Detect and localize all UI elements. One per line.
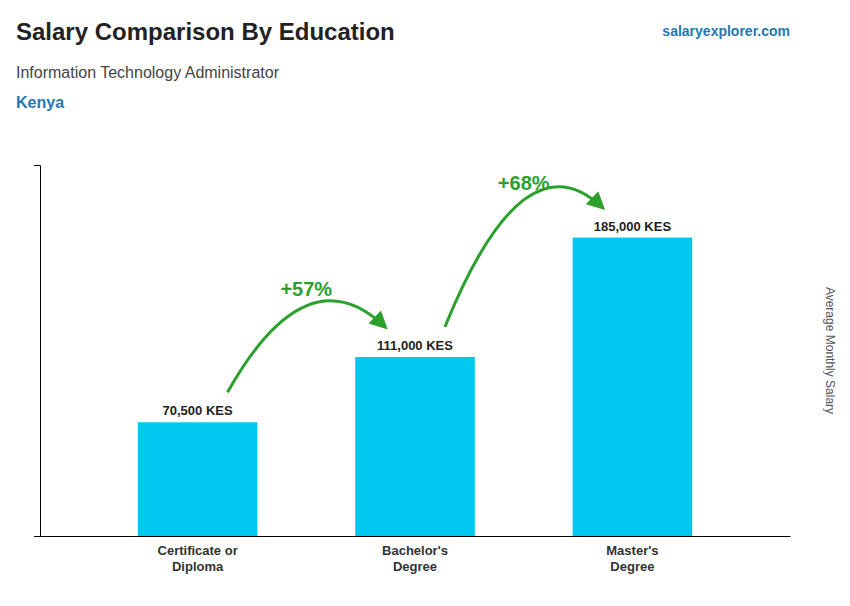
y-axis-label: Average Monthly Salary bbox=[823, 287, 837, 414]
change-arrows: +57% +68% bbox=[228, 172, 603, 392]
x-tick-label-line: Master's bbox=[606, 543, 658, 558]
x-tick: Certificate orDiploma bbox=[158, 543, 238, 574]
x-tick-label: Certificate orDiploma bbox=[158, 543, 238, 574]
change-label: +68% bbox=[498, 172, 550, 194]
bar bbox=[573, 238, 693, 536]
plot-area bbox=[138, 238, 692, 536]
x-tick-label-line: Degree bbox=[610, 559, 654, 574]
data-label: 185,000 KES bbox=[594, 219, 672, 234]
title: Salary Comparison By Education bbox=[16, 18, 395, 45]
x-tick: Master'sDegree bbox=[606, 543, 658, 574]
bar bbox=[138, 422, 258, 536]
source: salaryexplorer.com bbox=[662, 23, 790, 39]
x-tick: Bachelor'sDegree bbox=[382, 543, 448, 574]
y-axis bbox=[34, 166, 41, 537]
data-label: 111,000 KES bbox=[377, 338, 453, 353]
change-label: +57% bbox=[280, 278, 332, 300]
x-axis-domain bbox=[41, 536, 791, 537]
x-tick-label: Bachelor'sDegree bbox=[382, 543, 448, 574]
bar bbox=[355, 357, 475, 536]
x-axis: Certificate orDiplomaBachelor'sDegreeMas… bbox=[41, 537, 791, 574]
chart-svg: Salary Comparison By Education Informatio… bbox=[0, 0, 850, 606]
chart-container: Salary Comparison By Education Informatio… bbox=[0, 0, 850, 606]
country: Kenya bbox=[16, 94, 64, 111]
x-tick-label-line: Certificate or bbox=[158, 543, 238, 558]
x-tick-label-line: Bachelor's bbox=[382, 543, 448, 558]
change-arrow bbox=[228, 301, 386, 392]
x-tick-label: Master'sDegree bbox=[606, 543, 658, 574]
change-arrow bbox=[445, 187, 603, 327]
x-tick-label-line: Diploma bbox=[172, 559, 224, 574]
data-label: 70,500 KES bbox=[163, 403, 233, 418]
y-axis-domain bbox=[34, 166, 41, 537]
subtitle: Information Technology Administrator bbox=[16, 64, 280, 81]
data-labels: 70,500 KES 111,000 KES 185,000 KES bbox=[163, 219, 672, 419]
x-tick-label-line: Degree bbox=[393, 559, 437, 574]
